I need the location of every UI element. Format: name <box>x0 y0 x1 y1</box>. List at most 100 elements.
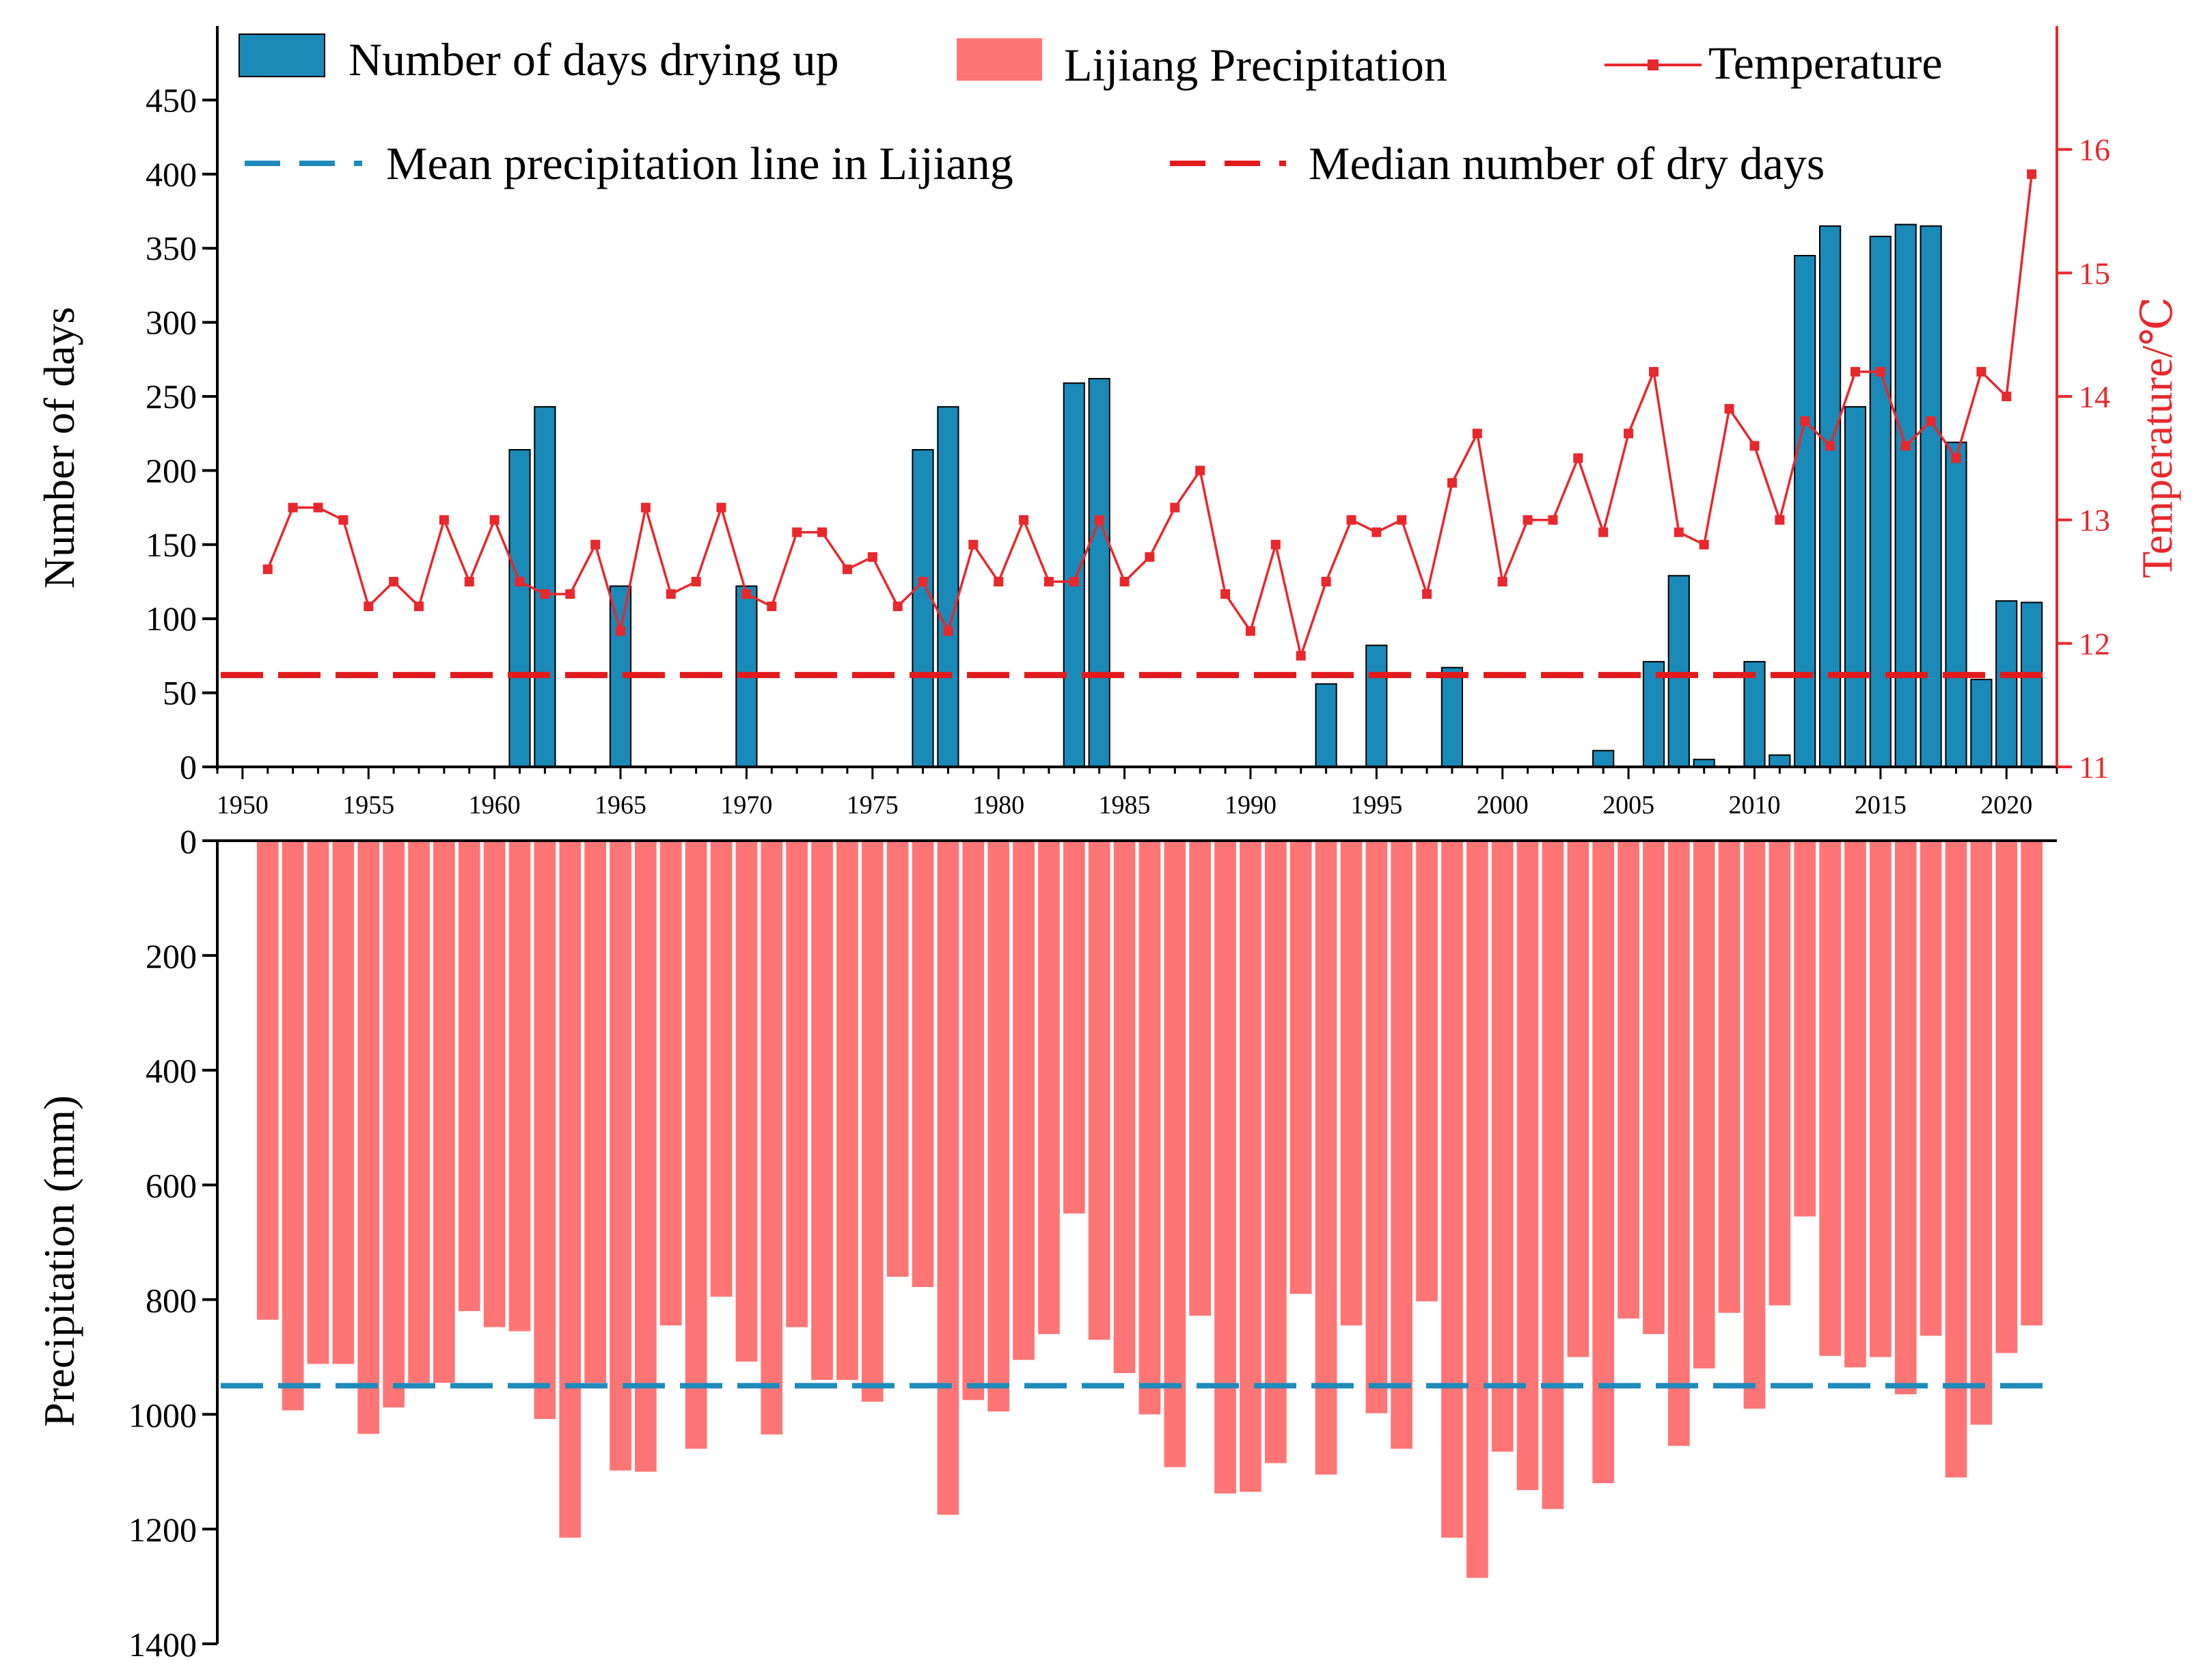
y-tick-label-days-300: 300 <box>146 303 197 342</box>
precip-bar-1977 <box>912 841 934 1287</box>
drying-bar-1977 <box>912 449 934 768</box>
y-tick-label-precip-200: 200 <box>146 937 197 975</box>
precip-bar-1972 <box>786 841 808 1327</box>
legend-label-median-line: Median number of dry days <box>1309 137 1825 189</box>
precip-bar-1963 <box>559 841 582 1538</box>
temperature-point-1970 <box>741 589 752 599</box>
temperature-point-1971 <box>767 601 777 612</box>
temperature-series <box>262 169 2037 661</box>
temperature-point-2007 <box>1674 527 1684 537</box>
drying-bar-2007 <box>1667 575 1690 768</box>
precip-bar-1975 <box>861 841 884 1402</box>
x-tick-label-1960: 1960 <box>469 791 521 820</box>
precip-bar-1997 <box>1416 841 1438 1301</box>
temperature-point-2002 <box>1548 515 1558 525</box>
temperature-point-2018 <box>1951 453 1961 463</box>
temperature-point-1988 <box>1195 465 1205 476</box>
precip-bar-2014 <box>1844 841 1866 1368</box>
precip-bar-2020 <box>1995 841 2018 1353</box>
legend: Number of days drying up Lijiang Precipi… <box>238 33 1943 189</box>
temperature-point-1997 <box>1422 589 1432 599</box>
temperature-point-2014 <box>1851 366 1860 377</box>
precip-bar-1982 <box>1038 841 1060 1334</box>
y-tick-label-temperature-12: 12 <box>2079 626 2110 661</box>
temperature-point-1969 <box>716 502 726 513</box>
precip-bar-1965 <box>610 841 631 1471</box>
precip-bar-1973 <box>811 841 833 1380</box>
legend-label-temperature: Temperature <box>1708 37 1943 89</box>
precip-bar-1958 <box>433 841 455 1383</box>
drying-bar-2021 <box>2021 601 2043 768</box>
precip-bar-1989 <box>1214 841 1236 1494</box>
y-tick-label-days-250: 250 <box>146 377 197 416</box>
precip-bar-2008 <box>1693 841 1715 1369</box>
y-tick-label-precip-800: 800 <box>146 1281 197 1319</box>
precip-bar-1966 <box>635 841 657 1472</box>
precip-bar-2007 <box>1668 841 1690 1446</box>
precip-bar-2013 <box>1819 841 1841 1356</box>
temperature-point-2019 <box>1976 366 1986 377</box>
drying-bar-1995 <box>1365 645 1388 768</box>
y-tick-label-days-400: 400 <box>146 155 197 193</box>
temperature-point-1973 <box>817 527 827 537</box>
x-tick-label-1985: 1985 <box>1099 791 1151 820</box>
y-tick-label-days-0: 0 <box>180 748 197 786</box>
precip-bar-2001 <box>1516 841 1539 1491</box>
temperature-point-1977 <box>918 577 928 586</box>
precip-bar-1993 <box>1315 841 1337 1475</box>
temperature-point-1995 <box>1371 527 1382 537</box>
temperature-point-1959 <box>464 577 474 586</box>
y-tick-label-temperature-14: 14 <box>2079 379 2110 414</box>
drying-bar-1998 <box>1440 666 1464 768</box>
drying-days-bars <box>508 224 2043 768</box>
x-tick-label-1970: 1970 <box>720 791 772 820</box>
temperature-point-2011 <box>1775 515 1785 525</box>
temperature-point-1972 <box>792 527 802 537</box>
x-tick-label-2005: 2005 <box>1602 791 1654 820</box>
temperature-point-2005 <box>1624 429 1634 439</box>
temperature-point-1956 <box>389 577 399 586</box>
precip-bar-2006 <box>1643 841 1665 1334</box>
precip-bar-1980 <box>987 841 1009 1412</box>
temperature-point-1989 <box>1220 589 1231 599</box>
legend-label-precip: Lijiang Precipitation <box>1064 39 1447 91</box>
legend-label-drying: Number of days drying up <box>349 33 839 85</box>
drying-bar-2012 <box>1794 255 1816 768</box>
drying-bar-2020 <box>1995 600 2018 768</box>
temperature-point-1996 <box>1397 515 1407 525</box>
temperature-point-1998 <box>1447 478 1457 488</box>
temperature-point-2012 <box>1800 416 1810 427</box>
temperature-point-1960 <box>489 515 500 525</box>
legend-swatch-precip <box>957 38 1042 81</box>
precip-bar-1986 <box>1138 841 1161 1415</box>
temperature-point-2015 <box>1875 366 1885 377</box>
precip-bar-2005 <box>1617 841 1639 1319</box>
x-tick-label-1975: 1975 <box>847 791 899 820</box>
temperature-point-1987 <box>1170 502 1180 513</box>
temperature-point-1974 <box>842 564 852 574</box>
temperature-point-1962 <box>540 589 550 599</box>
temperature-point-1992 <box>1296 651 1306 661</box>
temperature-point-1955 <box>364 601 374 612</box>
temperature-point-1980 <box>994 577 1004 586</box>
temperature-point-1968 <box>691 577 701 586</box>
temperature-point-2013 <box>1825 441 1835 451</box>
temperature-point-1982 <box>1043 577 1054 586</box>
drying-bar-2017 <box>1920 225 1942 768</box>
precip-bar-1992 <box>1289 841 1312 1294</box>
temperature-point-1967 <box>666 589 676 599</box>
legend-swatch-drying <box>238 33 325 77</box>
drying-bar-2013 <box>1819 225 1842 768</box>
y-tick-label-precip-600: 600 <box>146 1167 197 1205</box>
legend-label-mean-line: Mean precipitation line in Lijiang <box>386 137 1013 189</box>
y-tick-label-temperature-13: 13 <box>2079 503 2110 538</box>
temperature-point-1986 <box>1145 552 1155 562</box>
x-tick-label-2015: 2015 <box>1855 791 1907 820</box>
temperature-point-1975 <box>867 552 877 562</box>
temperature-point-1966 <box>640 502 651 513</box>
temperature-point-1991 <box>1270 539 1281 550</box>
precip-bar-1960 <box>483 841 506 1327</box>
precip-bar-1985 <box>1113 841 1136 1373</box>
temperature-point-1976 <box>892 601 903 612</box>
